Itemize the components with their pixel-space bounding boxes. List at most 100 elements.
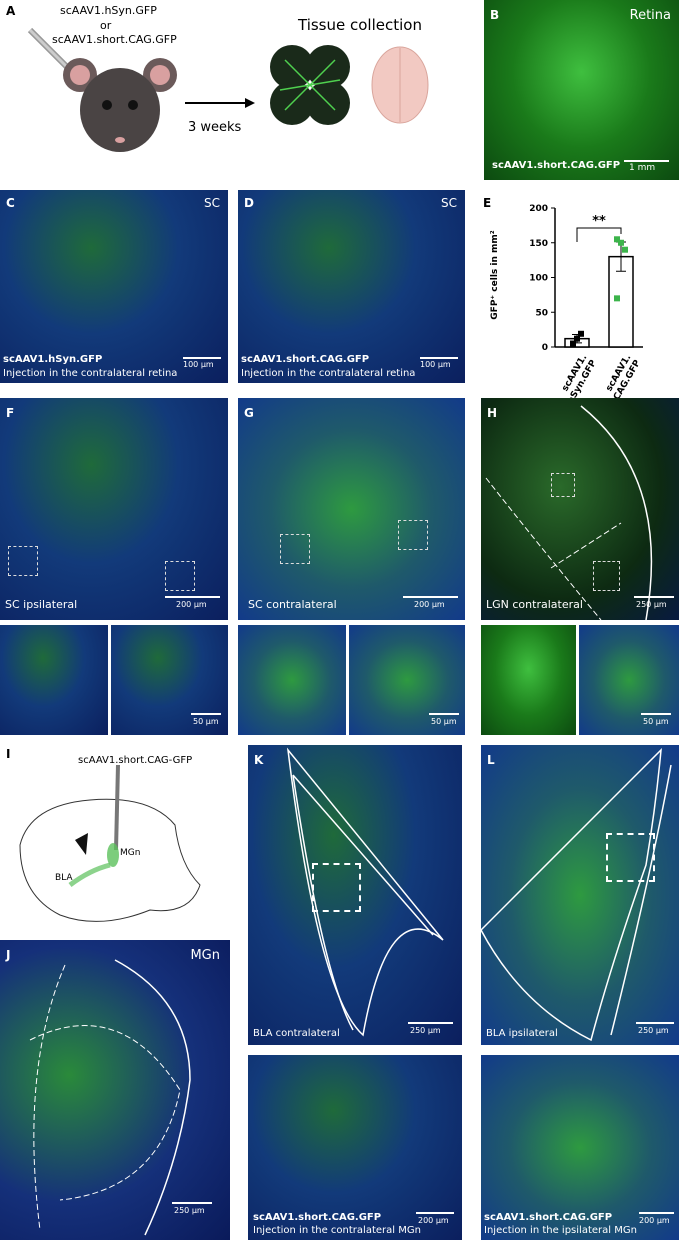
panel-j: J MGn 250 µm (0, 940, 230, 1240)
virus-label: scAAV1.short.CAG.GFP (241, 354, 370, 365)
scale-bar (641, 713, 671, 715)
schematic (19, 764, 201, 922)
arrow-label: 3 weeks (188, 120, 242, 135)
panel-label: K (254, 753, 264, 767)
scale-bar (165, 596, 220, 598)
scale-label: 100 µm (183, 360, 214, 369)
scale-bar (416, 1212, 454, 1214)
scale-label: 1 mm (629, 163, 656, 173)
panel-d: D SC scAAV1.short.CAG.GFP Injection in t… (238, 190, 465, 383)
inset: 50 µm (579, 625, 679, 735)
region-label: LGN contralateral (486, 598, 583, 611)
x-tick-label: scAAV1. hSyn.GFP (560, 353, 600, 400)
region-label: SC contralateral (248, 598, 337, 611)
panel-i: I scAAV1.short.CAG-GFP MGn BLA (0, 745, 235, 935)
region-label: SC ipsilateral (5, 598, 78, 611)
region-label: SC (441, 196, 457, 210)
virus-label: scAAV1.hSyn.GFP (3, 354, 103, 365)
data-point (574, 335, 580, 342)
virus-label: scAAV1.short.CAG.GFP (253, 1212, 382, 1223)
data-point (614, 295, 620, 302)
y-tick-label: 150 (529, 239, 548, 249)
scale-label: 250 µm (638, 1026, 669, 1035)
scale-bar (183, 357, 221, 359)
panel-l: L BLA ipsilateral 250 µm (481, 745, 679, 1045)
significance-bracket (576, 227, 622, 243)
scale-bar (420, 357, 458, 359)
virus-label: scAAV1.short.CAG.GFP (492, 160, 621, 171)
scale-label: 200 µm (176, 600, 207, 609)
y-tick-label: 0 (542, 343, 548, 353)
panel-label: H (487, 406, 498, 420)
panel-label: E (483, 196, 492, 210)
injection-label: Injection in the contralateral MGn (253, 1225, 421, 1236)
scale-bar (191, 713, 221, 715)
significance-label: ** (592, 214, 606, 229)
panel-label: I (6, 747, 11, 761)
target-label: MGn (120, 848, 141, 858)
scale-label: 200 µm (418, 1216, 449, 1225)
scale-label: 250 µm (174, 1206, 205, 1215)
region-label: MGn (190, 948, 220, 963)
panel-label: D (244, 196, 254, 210)
scale-bar (624, 160, 669, 162)
data-point (578, 330, 584, 337)
panel-e: E GFP⁺ cells in mm² 0 50 100 150 200 ** scAAV… (475, 190, 679, 400)
virus-label: scAAV1.short.CAG.GFP (52, 33, 177, 46)
panel-b: B Retina scAAV1.short.CAG.GFP 1 mm (484, 0, 679, 180)
data-point (618, 239, 624, 246)
panel-h: H LGN contralateral 250 µm (481, 398, 679, 620)
region-label: BLA contralateral (253, 1028, 340, 1039)
virus-label: scAAV1.short.CAG.GFP (484, 1212, 613, 1223)
scale-label: 100 µm (420, 360, 451, 369)
scale-bar (636, 1022, 674, 1024)
inset (0, 625, 108, 735)
scale-bar (172, 1202, 212, 1204)
injection-label: Injection in the contralateral retina (3, 368, 178, 379)
panel-g: G SC contralateral 200 µm (238, 398, 465, 620)
region-label: Retina (629, 8, 671, 23)
y-tick-label: 100 (529, 274, 548, 284)
scale-label: 200 µm (414, 600, 445, 609)
data-point (570, 340, 576, 347)
region-label: SC (204, 196, 220, 210)
panel-c: C SC scAAV1.hSyn.GFP Injection in the co… (0, 190, 228, 383)
scale-label: 50 µm (431, 717, 457, 726)
chart: 0 50 100 150 200 ** (529, 204, 643, 353)
scale-bar (408, 1022, 453, 1024)
schematic (27, 27, 429, 152)
virus-label: scAAV1.hSyn.GFP (60, 4, 157, 17)
region-label: BLA ipsilateral (486, 1028, 558, 1039)
injection-label: Injection in the contralateral retina (241, 368, 416, 379)
inset: 50 µm (111, 625, 228, 735)
inset (481, 625, 576, 735)
panel-f: F SC ipsilateral 200 µm (0, 398, 228, 620)
inset (238, 625, 346, 735)
panel-label: C (6, 196, 15, 210)
panel-label: A (6, 4, 16, 18)
inset: scAAV1.short.CAG.GFP Injection in the co… (248, 1055, 462, 1240)
panel-label: G (244, 406, 254, 420)
inset: 50 µm (349, 625, 465, 735)
scale-label: 200 µm (639, 1216, 670, 1225)
x-tick-label: scAAV1. Short.CAG.GFP (596, 353, 644, 400)
scale-bar (403, 596, 458, 598)
panel-k: K BLA contralateral 250 µm (248, 745, 462, 1045)
scale-bar (639, 1212, 674, 1214)
region-label: BLA (55, 873, 73, 883)
injection-label: Injection in the ipsilateral MGn (484, 1225, 637, 1236)
scale-label: 50 µm (643, 717, 669, 726)
scale-label: 250 µm (636, 600, 667, 609)
y-tick-label: 50 (535, 308, 548, 318)
data-point (622, 246, 628, 253)
virus-label: scAAV1.short.CAG-GFP (78, 755, 193, 766)
scale-bar (634, 596, 674, 598)
panel-label: L (487, 753, 495, 767)
or-label: or (100, 19, 112, 32)
scale-bar (429, 713, 459, 715)
y-tick-label: 200 (529, 204, 548, 214)
collection-title: Tissue collection (298, 16, 422, 34)
scale-label: 250 µm (410, 1026, 441, 1035)
inset: scAAV1.short.CAG.GFP Injection in the ip… (481, 1055, 679, 1240)
